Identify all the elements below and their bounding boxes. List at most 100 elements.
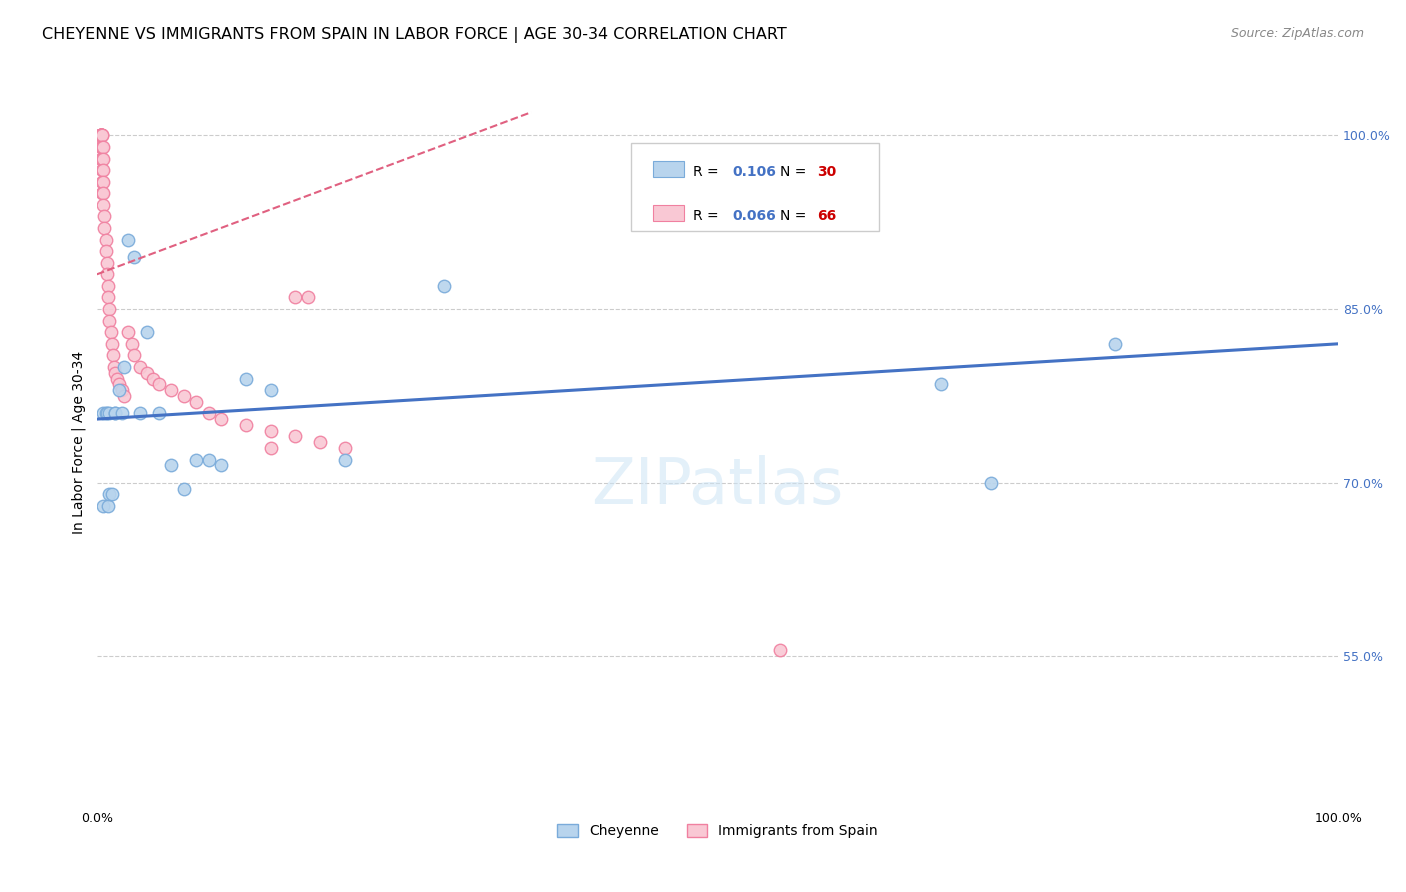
Point <box>91 163 114 178</box>
Point <box>284 429 307 443</box>
Point <box>90 128 112 143</box>
Point <box>117 233 139 247</box>
Point <box>235 417 257 432</box>
Point <box>284 291 307 305</box>
Point <box>90 152 112 166</box>
Point <box>108 377 131 392</box>
Text: 66: 66 <box>817 209 837 223</box>
FancyBboxPatch shape <box>652 205 685 221</box>
Point <box>111 383 134 397</box>
Point <box>433 279 456 293</box>
Point <box>96 268 118 282</box>
Point <box>90 128 112 143</box>
Point <box>91 198 114 212</box>
Point <box>90 128 112 143</box>
Point <box>90 128 112 143</box>
Point <box>104 406 127 420</box>
Point <box>97 279 120 293</box>
Point <box>100 487 122 501</box>
Point <box>90 140 112 154</box>
Point <box>98 487 121 501</box>
Point <box>90 152 112 166</box>
Text: ZIPatlas: ZIPatlas <box>592 455 844 517</box>
Point <box>259 383 281 397</box>
Point <box>91 406 114 420</box>
Point <box>160 458 183 473</box>
Point <box>91 499 114 513</box>
Point <box>94 244 117 259</box>
FancyBboxPatch shape <box>652 161 685 178</box>
Point <box>104 406 127 420</box>
Point <box>186 452 208 467</box>
Legend: Cheyenne, Immigrants from Spain: Cheyenne, Immigrants from Spain <box>551 819 883 844</box>
Point <box>112 359 135 374</box>
Point <box>96 256 118 270</box>
Point <box>91 152 114 166</box>
Point <box>90 128 112 143</box>
Point <box>90 128 112 143</box>
Point <box>135 366 157 380</box>
Text: R =: R = <box>693 165 723 179</box>
Point <box>100 336 122 351</box>
Point <box>297 291 319 305</box>
Point <box>90 128 112 143</box>
Point <box>148 406 170 420</box>
Point <box>173 482 195 496</box>
Point <box>90 128 112 143</box>
Point <box>91 186 114 201</box>
Point <box>111 406 134 420</box>
Point <box>309 435 332 450</box>
Point <box>121 336 143 351</box>
Point <box>104 366 127 380</box>
Point <box>259 424 281 438</box>
Point <box>112 389 135 403</box>
Text: 0.066: 0.066 <box>733 209 776 223</box>
Point <box>98 301 121 316</box>
Point <box>929 377 952 392</box>
Point <box>94 233 117 247</box>
Point <box>142 371 165 385</box>
Point <box>160 383 183 397</box>
Point <box>93 221 115 235</box>
Point <box>101 348 124 362</box>
Point <box>90 128 112 143</box>
FancyBboxPatch shape <box>631 143 879 231</box>
Point <box>333 452 356 467</box>
Text: R =: R = <box>693 209 723 223</box>
Point <box>90 128 112 143</box>
Point <box>97 291 120 305</box>
Point <box>90 128 112 143</box>
Point <box>90 163 112 178</box>
Point <box>209 412 232 426</box>
Y-axis label: In Labor Force | Age 30-34: In Labor Force | Age 30-34 <box>72 351 86 533</box>
Point <box>105 371 128 385</box>
Point <box>333 441 356 455</box>
Point <box>97 499 120 513</box>
Point <box>90 128 112 143</box>
Point <box>108 383 131 397</box>
Text: Source: ZipAtlas.com: Source: ZipAtlas.com <box>1230 27 1364 40</box>
Point <box>235 371 257 385</box>
Point <box>186 394 208 409</box>
Text: 0.106: 0.106 <box>733 165 776 179</box>
Point <box>197 452 219 467</box>
Point <box>122 250 145 264</box>
Point <box>129 359 152 374</box>
Point <box>91 175 114 189</box>
Point <box>259 441 281 455</box>
Text: N =: N = <box>780 165 810 179</box>
Point <box>93 210 115 224</box>
Point <box>90 128 112 143</box>
Point <box>90 186 112 201</box>
Point <box>98 313 121 327</box>
Point <box>135 325 157 339</box>
Text: N =: N = <box>780 209 810 223</box>
Point <box>96 406 118 420</box>
Point <box>209 458 232 473</box>
Point <box>98 406 121 420</box>
Point <box>980 475 1002 490</box>
Point <box>103 359 125 374</box>
Point <box>769 642 792 657</box>
Point <box>91 140 114 154</box>
Point <box>173 389 195 403</box>
